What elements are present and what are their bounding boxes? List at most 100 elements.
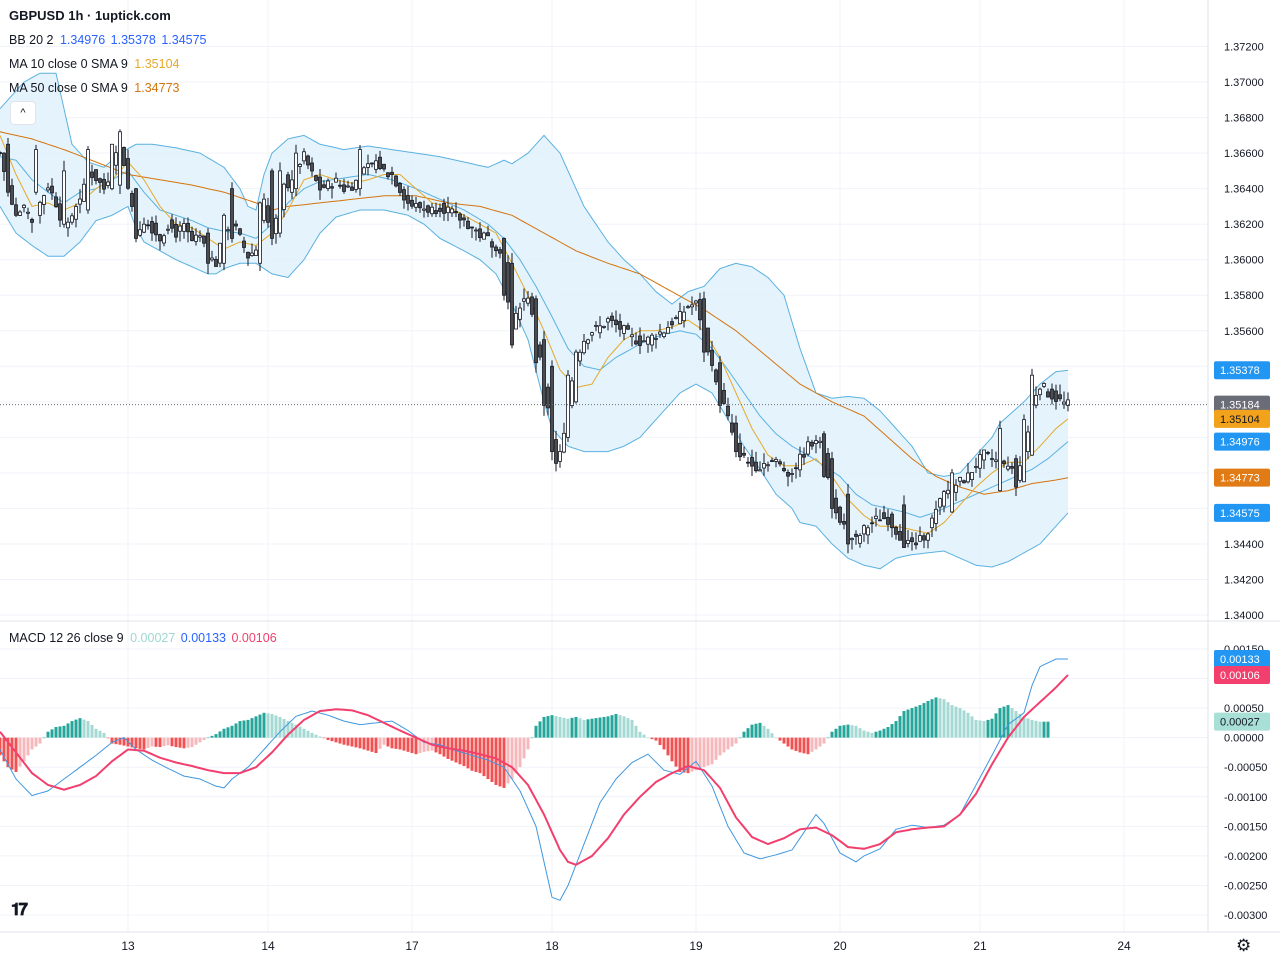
candle-body[interactable] — [2, 152, 6, 172]
candle-body[interactable] — [226, 229, 230, 232]
candle-body[interactable] — [14, 204, 18, 216]
candle-body[interactable] — [886, 516, 890, 525]
candle-body[interactable] — [214, 259, 218, 267]
candle-body[interactable] — [182, 223, 186, 232]
candle-body[interactable] — [738, 442, 742, 458]
candle-body[interactable] — [706, 327, 710, 353]
candle-body[interactable] — [454, 211, 458, 214]
candle-body[interactable] — [18, 211, 22, 216]
candle-body[interactable] — [842, 520, 846, 525]
candle-body[interactable] — [722, 390, 726, 404]
candle-body[interactable] — [574, 351, 578, 403]
candle-body[interactable] — [94, 169, 98, 181]
candle-body[interactable] — [38, 201, 42, 216]
time-axis[interactable]: 13 14 17 18 19 20 21 24 — [121, 939, 1131, 953]
candle-body[interactable] — [746, 461, 750, 464]
candle-body[interactable] — [170, 219, 174, 229]
candle-body[interactable] — [902, 504, 906, 548]
candle-body[interactable] — [1054, 390, 1058, 402]
candle-body[interactable] — [690, 304, 694, 308]
candle-body[interactable] — [834, 497, 838, 514]
candle-body[interactable] — [418, 202, 422, 209]
candle-body[interactable] — [622, 325, 626, 334]
candle-body[interactable] — [1038, 388, 1042, 396]
candle-body[interactable] — [714, 369, 718, 383]
candle-body[interactable] — [978, 454, 982, 469]
candle-body[interactable] — [306, 155, 310, 166]
candle-body[interactable] — [90, 171, 94, 178]
candle-body[interactable] — [322, 184, 326, 188]
candle-body[interactable] — [10, 185, 14, 205]
candle-body[interactable] — [138, 229, 142, 236]
candle-body[interactable] — [974, 466, 978, 468]
candle-body[interactable] — [178, 225, 182, 232]
candle-body[interactable] — [802, 454, 806, 458]
candle-body[interactable] — [6, 143, 10, 193]
candle-body[interactable] — [190, 230, 194, 241]
candle-body[interactable] — [798, 453, 802, 471]
candle-body[interactable] — [762, 463, 766, 469]
candle-body[interactable] — [442, 202, 446, 214]
candle-body[interactable] — [606, 318, 610, 323]
candle-body[interactable] — [134, 188, 138, 239]
candle-body[interactable] — [106, 181, 110, 186]
candle-body[interactable] — [246, 251, 250, 259]
candle-body[interactable] — [382, 163, 386, 170]
candle-body[interactable] — [858, 535, 862, 544]
candle-body[interactable] — [450, 208, 454, 214]
candle-body[interactable] — [922, 535, 926, 541]
candle-body[interactable] — [66, 221, 70, 229]
candle-body[interactable] — [126, 158, 130, 189]
candle-body[interactable] — [734, 422, 738, 452]
candle-body[interactable] — [142, 223, 146, 233]
candle-body[interactable] — [86, 149, 90, 211]
candle-body[interactable] — [394, 175, 398, 187]
candle-body[interactable] — [846, 493, 850, 545]
candles[interactable] — [0, 129, 1070, 554]
candle-body[interactable] — [694, 300, 698, 304]
candle-body[interactable] — [266, 205, 270, 223]
candle-body[interactable] — [862, 525, 866, 535]
candle-body[interactable] — [122, 147, 126, 166]
candle-body[interactable] — [674, 317, 678, 319]
candle-body[interactable] — [910, 537, 914, 542]
candle-body[interactable] — [1002, 460, 1006, 465]
candle-body[interactable] — [498, 249, 502, 254]
bb-legend[interactable]: BB 20 2 1.34976 1.35378 1.34575 — [9, 33, 209, 47]
candle-body[interactable] — [258, 202, 262, 264]
candle-body[interactable] — [46, 187, 50, 191]
candle-body[interactable] — [74, 206, 78, 220]
candle-body[interactable] — [702, 298, 706, 353]
candle-body[interactable] — [970, 472, 974, 480]
candle-body[interactable] — [58, 203, 62, 221]
candle-body[interactable] — [758, 469, 762, 472]
candle-body[interactable] — [726, 405, 730, 417]
candle-body[interactable] — [274, 217, 278, 235]
candle-body[interactable] — [110, 143, 114, 190]
candle-body[interactable] — [610, 315, 614, 321]
candle-body[interactable] — [1014, 458, 1018, 488]
candle-body[interactable] — [1034, 394, 1038, 406]
candle-body[interactable] — [618, 321, 622, 330]
collapse-legend-button[interactable]: ^ — [10, 101, 36, 125]
candle-body[interactable] — [270, 170, 274, 239]
candle-body[interactable] — [898, 531, 902, 541]
candle-body[interactable] — [162, 235, 166, 244]
candle-body[interactable] — [406, 195, 410, 204]
candle-body[interactable] — [614, 319, 618, 326]
candle-body[interactable] — [354, 179, 358, 190]
candle-body[interactable] — [578, 351, 582, 362]
candle-body[interactable] — [830, 458, 834, 509]
candle-body[interactable] — [414, 203, 418, 208]
candle-body[interactable] — [158, 234, 162, 242]
candle-body[interactable] — [958, 477, 962, 482]
candle-body[interactable] — [654, 337, 658, 340]
candle-body[interactable] — [1066, 399, 1070, 406]
candle-body[interactable] — [774, 458, 778, 462]
candle-body[interactable] — [362, 167, 366, 175]
candle-body[interactable] — [210, 257, 214, 261]
candle-body[interactable] — [198, 235, 202, 238]
candle-body[interactable] — [590, 332, 594, 336]
candle-body[interactable] — [378, 156, 382, 170]
candle-body[interactable] — [1050, 388, 1054, 400]
